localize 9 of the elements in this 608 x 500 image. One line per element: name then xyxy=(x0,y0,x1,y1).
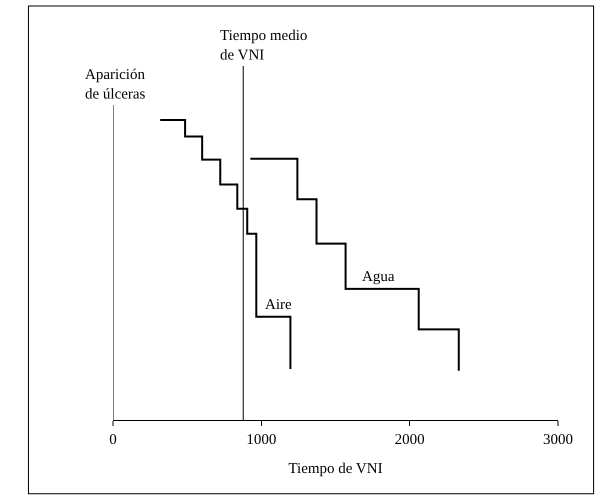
x-tick-label: 1000 xyxy=(246,432,276,448)
ref-line-label: Tiempo medio de VNI xyxy=(220,28,308,64)
series-label: Aire xyxy=(265,297,292,313)
series-label: Agua xyxy=(362,269,395,285)
x-tick-label: 3000 xyxy=(543,432,573,448)
x-tick-label: 2000 xyxy=(394,432,425,448)
x-tick-label: 0 xyxy=(109,432,117,448)
ref-line-label: Aparición de úlceras xyxy=(85,67,146,102)
x-axis-title: Tiempo de VNI xyxy=(288,461,383,477)
